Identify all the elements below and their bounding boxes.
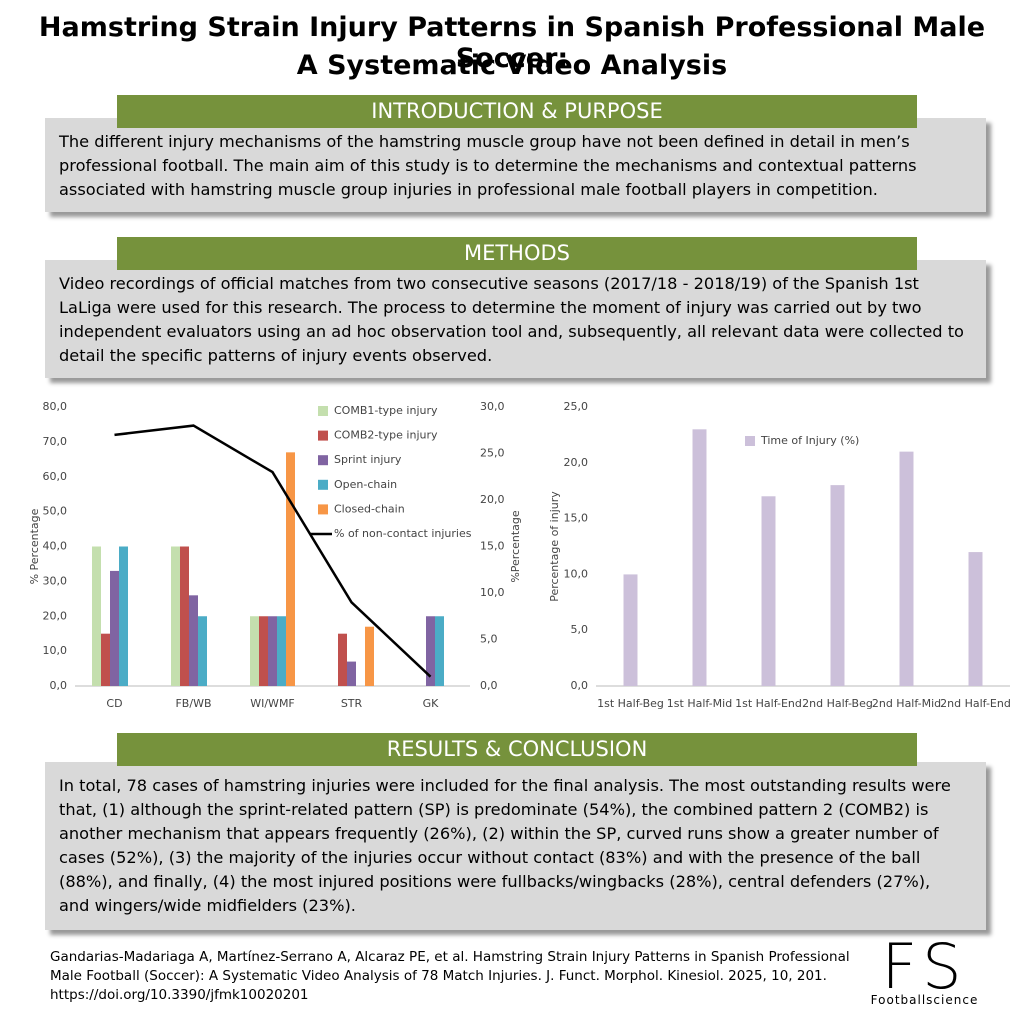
bar — [110, 570, 119, 686]
bar — [189, 595, 198, 686]
legend-swatch — [318, 479, 328, 490]
bar — [119, 546, 128, 686]
bar — [435, 616, 444, 686]
legend-label: COMB1-type injury — [334, 404, 438, 417]
bar — [286, 452, 295, 686]
legend-swatch — [318, 504, 328, 515]
bar — [101, 633, 110, 686]
legend-label: Closed-chain — [334, 502, 405, 515]
section-heading: RESULTS & CONCLUSION — [117, 733, 917, 766]
section-text: In total, 78 cases of hamstring injuries… — [45, 762, 986, 930]
logo-mark: FS — [881, 930, 968, 1003]
x-tick-label: 2nd Half-Beg — [802, 697, 873, 710]
y2-axis-label: %Percentage — [509, 510, 522, 583]
y2-tick-label: 0,0 — [480, 679, 498, 692]
x-tick-label: WI/WMF — [250, 697, 295, 710]
y2-tick-label: 5,0 — [480, 633, 498, 646]
y-tick-label: 30,0 — [43, 574, 68, 587]
bar — [338, 633, 347, 686]
section-text: The different injury mechanisms of the h… — [45, 118, 986, 212]
bar — [198, 616, 207, 686]
bar — [899, 451, 914, 686]
bar — [259, 616, 268, 686]
bar — [347, 661, 356, 686]
legend-label: COMB2-type injury — [334, 429, 438, 442]
legend-swatch — [745, 436, 755, 446]
bar — [180, 546, 189, 686]
section-heading: METHODS — [117, 237, 917, 270]
y2-tick-label: 15,0 — [480, 540, 505, 553]
x-tick-label: 1st Half-Mid — [667, 697, 732, 710]
y-tick-label: 10,0 — [564, 567, 589, 580]
x-tick-label: GK — [423, 697, 440, 710]
x-tick-label: 1st Half-End — [735, 697, 802, 710]
x-tick-label: 2nd Half-End — [940, 697, 1011, 710]
legend-label: Open-chain — [334, 478, 397, 491]
y-tick-label: 40,0 — [43, 540, 68, 553]
y-tick-label: 20,0 — [564, 456, 589, 469]
bar — [250, 616, 259, 686]
legend-swatch — [318, 406, 328, 416]
logo: FS Footballscience — [862, 930, 987, 1008]
x-tick-label: STR — [341, 697, 363, 710]
y-tick-label: 80,0 — [43, 400, 68, 413]
legend-swatch — [318, 430, 328, 441]
bar — [92, 546, 101, 686]
legend-label: Time of Injury (%) — [760, 434, 859, 447]
charts: 0,0 10,0 20,0 30,0 40,0 50,0 60,0 70,0 80,0 0,0 5,… — [28, 400, 1011, 710]
bar — [426, 616, 435, 686]
bar — [365, 626, 374, 686]
y-tick-label: 70,0 — [43, 435, 68, 448]
section-heading: INTRODUCTION & PURPOSE — [117, 95, 917, 128]
y-tick-label: 25,0 — [564, 400, 589, 413]
line — [114, 424, 432, 678]
y-axis-label: % Percentage — [28, 508, 41, 584]
section-text: Video recordings of official matches fro… — [45, 260, 986, 378]
y2-tick-label: 20,0 — [480, 493, 505, 506]
x-tick-label: 1st Half-Beg — [597, 697, 664, 710]
y-axis-label: Percentage of injury — [548, 491, 561, 602]
y-tick-label: 15,0 — [564, 512, 589, 525]
title: Hamstring Strain Injury Patterns in Span… — [38, 12, 986, 74]
y-tick-label: 5,0 — [571, 623, 589, 636]
bar — [623, 574, 638, 686]
logo-text: Footballscience — [870, 993, 979, 1007]
y-tick-label: 20,0 — [43, 609, 68, 622]
y-tick-label: 0,0 — [571, 679, 589, 692]
y-tick-label: 50,0 — [43, 505, 68, 518]
x-tick-label: CD — [106, 697, 122, 710]
y2-tick-label: 10,0 — [480, 586, 505, 599]
legend-label: Sprint injury — [334, 453, 402, 466]
bar — [830, 485, 845, 686]
legend-swatch — [318, 455, 328, 466]
bar — [171, 546, 180, 686]
bar — [761, 496, 776, 686]
y2-tick-label: 25,0 — [480, 447, 505, 460]
y-tick-label: 10,0 — [43, 644, 68, 657]
bar — [277, 616, 286, 686]
bar — [268, 616, 277, 686]
y-tick-label: 60,0 — [43, 470, 68, 483]
x-tick-label: FB/WB — [175, 697, 211, 710]
y2-tick-label: 30,0 — [480, 400, 505, 413]
legend-label: % of non-contact injuries — [334, 527, 472, 540]
title: A Systematic Video Analysis — [296, 50, 728, 81]
x-tick-label: 2nd Half-Mid — [872, 697, 941, 710]
bar — [968, 552, 983, 686]
bar — [692, 429, 707, 686]
citation: Gandarias-Madariaga A, Martínez-Serrano … — [50, 949, 850, 1003]
y-tick-label: 0,0 — [50, 679, 68, 692]
